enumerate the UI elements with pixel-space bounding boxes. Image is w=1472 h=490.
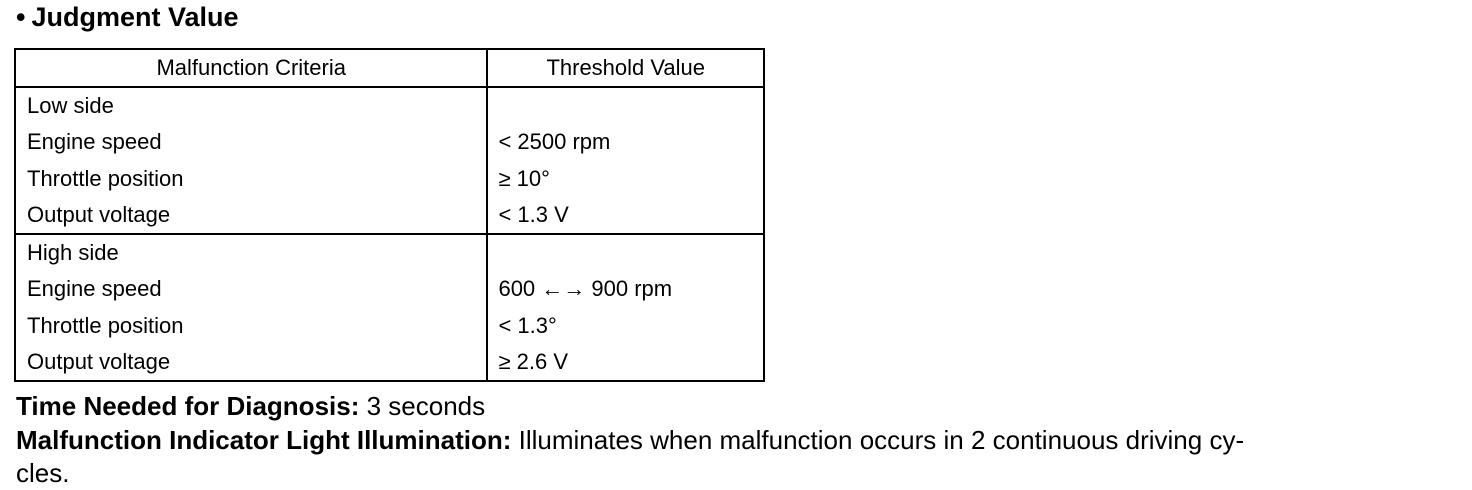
- threshold-cell: 600 ←→ 900 rpm < 1.3° ≥ 2.6 V: [486, 233, 765, 382]
- criteria-group-label: Low side: [27, 93, 114, 118]
- threshold-blank: [488, 235, 763, 271]
- table-row-low-side: Low side Engine speed Throttle position …: [13, 86, 765, 235]
- criteria-item: Output voltage: [27, 348, 171, 374]
- diagnosis-time-line: Time Needed for Diagnosis: 3 seconds: [16, 389, 485, 423]
- judgment-value-table: Malfunction Criteria Threshold Value Low…: [13, 48, 765, 382]
- section-heading: • Judgment Value: [16, 0, 239, 34]
- threshold-item: < 1.3°: [498, 312, 557, 338]
- threshold-item: < 2500 rpm: [498, 129, 611, 155]
- diagnosis-time-value: 3 seconds: [366, 391, 486, 421]
- criteria-group-label: High side: [27, 240, 119, 265]
- mil-illumination-value: Illuminates when malfunction occurs in 2…: [518, 425, 1245, 455]
- threshold-cell: < 2500 rpm ≥ 10° < 1.3 V: [486, 86, 765, 235]
- threshold-blank: [488, 88, 763, 124]
- criteria-cell: Low side Engine speed Throttle position …: [13, 86, 489, 235]
- threshold-item: 600 ←→ 900 rpm: [498, 276, 673, 302]
- header-malfunction-criteria: Malfunction Criteria: [13, 48, 489, 88]
- criteria-item: Engine speed: [27, 129, 162, 155]
- criteria-item: Throttle position: [27, 165, 184, 191]
- criteria-cell: High side Engine speed Throttle position…: [13, 233, 489, 382]
- mil-illumination-continuation: cles.: [16, 458, 70, 488]
- diagnosis-time-label: Time Needed for Diagnosis:: [16, 391, 360, 421]
- threshold-item: ≥ 2.6 V: [498, 348, 569, 374]
- table-row-high-side: High side Engine speed Throttle position…: [13, 233, 765, 382]
- criteria-item: Throttle position: [27, 312, 184, 338]
- bullet-icon: •: [16, 2, 26, 32]
- section-heading-text: Judgment Value: [31, 2, 239, 32]
- mil-illumination-line: Malfunction Indicator Light Illumination…: [16, 423, 1244, 457]
- mil-illumination-label: Malfunction Indicator Light Illumination…: [16, 425, 512, 455]
- header-threshold-value: Threshold Value: [486, 48, 765, 88]
- criteria-item: Output voltage: [27, 201, 171, 227]
- threshold-item: ≥ 10°: [498, 165, 550, 191]
- table-header-row: Malfunction Criteria Threshold Value: [13, 48, 765, 88]
- threshold-item: < 1.3 V: [498, 201, 569, 227]
- criteria-item: Engine speed: [27, 276, 162, 302]
